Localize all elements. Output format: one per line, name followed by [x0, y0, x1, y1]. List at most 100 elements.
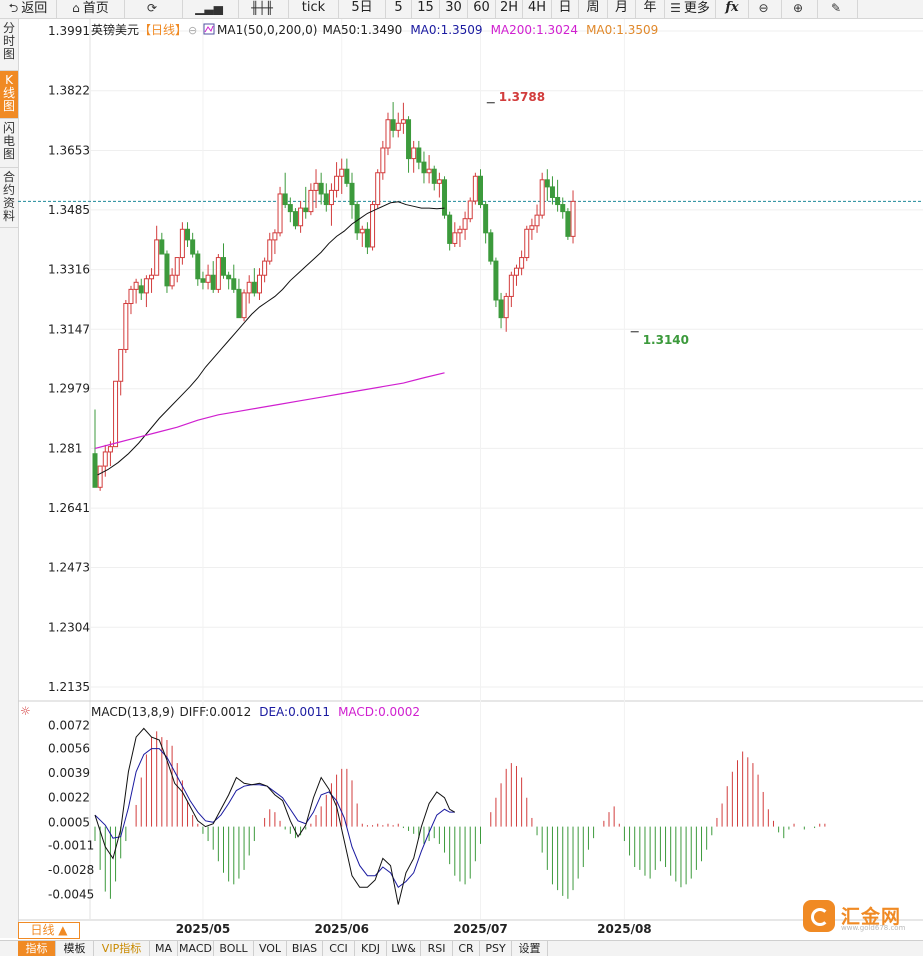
candle-body [570, 200, 576, 237]
candle-body [328, 189, 334, 206]
period-4H-button[interactable]: 4H [523, 0, 552, 18]
month-label: 2025/05 [176, 922, 230, 936]
candle-body [334, 175, 340, 191]
candle-body [436, 179, 442, 184]
toolbar: ⮌ 返回 ⌂ 首页 ⟳ ▁▃▅ ╫┼╫ tick 5日 5 15 30 60 2H 4H 日周月年 ☰ 更多 fx ⊖… [0, 0, 923, 19]
candle-body [241, 292, 247, 319]
indicator-tab-10[interactable]: LW& [387, 941, 421, 956]
indicator-tab-14[interactable]: 设置 [512, 941, 548, 956]
candle-body [267, 239, 273, 262]
candle-body [472, 175, 478, 202]
draw-pen-button[interactable]: ✎ [818, 0, 858, 18]
period-tick-button[interactable]: tick [289, 0, 339, 18]
indicator-tab-2[interactable]: VIP指标 [94, 941, 150, 956]
candle-body [493, 260, 499, 301]
candle-body [452, 232, 458, 244]
price-legend: 英镑美元【日线】 [91, 22, 187, 37]
candle-body [462, 218, 468, 230]
period-15-button[interactable]: 15 [412, 0, 440, 18]
candle-body [426, 168, 432, 174]
candle-body [174, 257, 180, 276]
back-arrow-button[interactable]: ⮌ 返回 [0, 0, 57, 18]
candle-body [416, 147, 422, 163]
refresh-button[interactable]: ⟳ [125, 0, 183, 18]
indicator-tab-11[interactable]: RSI [421, 941, 453, 956]
toolbar-label: 月 [614, 0, 628, 15]
toolbar-label: 4H [527, 0, 547, 15]
candlestick-button[interactable]: ╫┼╫ [239, 0, 289, 18]
menu-button[interactable]: ☰ 更多 [665, 0, 716, 18]
candle-body [159, 239, 165, 255]
candle-body [287, 204, 293, 213]
sidebar-tab-3[interactable]: 合约资料 [0, 168, 18, 228]
candle-body [323, 193, 329, 206]
toolbar-label: 5日 [351, 0, 373, 15]
sidebar-tab-1[interactable]: K线图 [0, 71, 18, 119]
candle-body [467, 200, 473, 220]
period-selector[interactable]: 日线 ▲ [18, 922, 80, 939]
candle-body [210, 274, 216, 290]
toolbar-label: 15 [417, 0, 434, 15]
toolbar-label: 2H [499, 0, 519, 15]
legend-ma0b: MA0:1.3509 [586, 23, 658, 37]
indicator-tab-0[interactable]: 指标 [18, 941, 56, 956]
indicator-tab-1[interactable]: 模板 [56, 941, 94, 956]
toolbar-label: 日 [558, 0, 572, 15]
macd-legend-diff: DIFF:0.0012 [180, 705, 252, 719]
toolbar-label: 返回 [21, 1, 48, 16]
period-5-button[interactable]: 5 [386, 0, 412, 18]
sidebar-tab-2[interactable]: 闪电图 [0, 119, 18, 168]
candle-body [292, 211, 298, 227]
settings-circle-icon: ⊖ [188, 24, 197, 37]
candle-body [560, 204, 566, 213]
indicator-tab-3[interactable]: MA [150, 941, 178, 956]
bar-chart-icon: ▁▃▅ [195, 1, 223, 15]
price-tick-label: 1.2304 [48, 620, 90, 634]
candle-body [508, 274, 514, 297]
price-tick-label: 1.2979 [48, 382, 90, 396]
period-2H-button[interactable]: 2H [496, 0, 523, 18]
indicator-tab-6[interactable]: VOL [254, 941, 287, 956]
macd-tick-label: 0.0005 [48, 815, 90, 829]
candle-body [498, 299, 504, 319]
indicator-tab-12[interactable]: CR [453, 941, 480, 956]
sidebar-tab-0[interactable]: 分时图 [0, 19, 18, 71]
period-30-button[interactable]: 30 [440, 0, 468, 18]
period-月-button[interactable]: 月 [608, 0, 636, 18]
ma50-line [97, 201, 445, 476]
candle-body [164, 253, 170, 287]
period-周-button[interactable]: 周 [579, 0, 608, 18]
candle-body [107, 446, 113, 453]
price-tick-label: 1.3485 [48, 203, 90, 217]
candle-body [431, 168, 437, 184]
bar-chart-button[interactable]: ▁▃▅ [183, 0, 239, 18]
toolbar-label: 年 [643, 0, 657, 15]
period-日-button[interactable]: 日 [552, 0, 579, 18]
toolbar-label: tick [301, 0, 326, 15]
indicator-tab-9[interactable]: KDJ [355, 941, 387, 956]
zoom-out-button[interactable]: ⊖ [749, 0, 782, 18]
indicator-tab-7[interactable]: BIAS [287, 941, 323, 956]
formula-button[interactable]: fx [716, 0, 749, 18]
indicator-tab-13[interactable]: PSY [480, 941, 512, 956]
period-60-button[interactable]: 60 [468, 0, 496, 18]
macd-legend-dea: DEA:0.0011 [259, 705, 330, 719]
zoom-in-button[interactable]: ⊕ [782, 0, 818, 18]
indicator-tab-5[interactable]: BOLL [214, 941, 254, 956]
candle-body [231, 278, 237, 290]
candle-body [349, 182, 355, 206]
candle-body [549, 186, 555, 198]
candle-body [339, 168, 345, 177]
logo-url: www.gold678.com [841, 924, 906, 932]
indicator-tab-8[interactable]: CCI [323, 941, 355, 956]
candle-body [272, 232, 278, 241]
period-5日-button[interactable]: 5日 [339, 0, 386, 18]
zoom-in-icon: ⊕ [792, 1, 804, 15]
home-button[interactable]: ⌂ 首页 [57, 0, 125, 18]
chart-area: 1.3991 1.3822 1.3653 1.3485 1.3316 1.3147 1.29… [18, 19, 923, 936]
price-tick-label: 1.2473 [48, 561, 90, 575]
period-年-button[interactable]: 年 [636, 0, 665, 18]
formula-icon: fx [725, 0, 739, 15]
indicator-tab-4[interactable]: MACD [178, 941, 214, 956]
price-tick-label: 1.3991 [48, 24, 90, 38]
